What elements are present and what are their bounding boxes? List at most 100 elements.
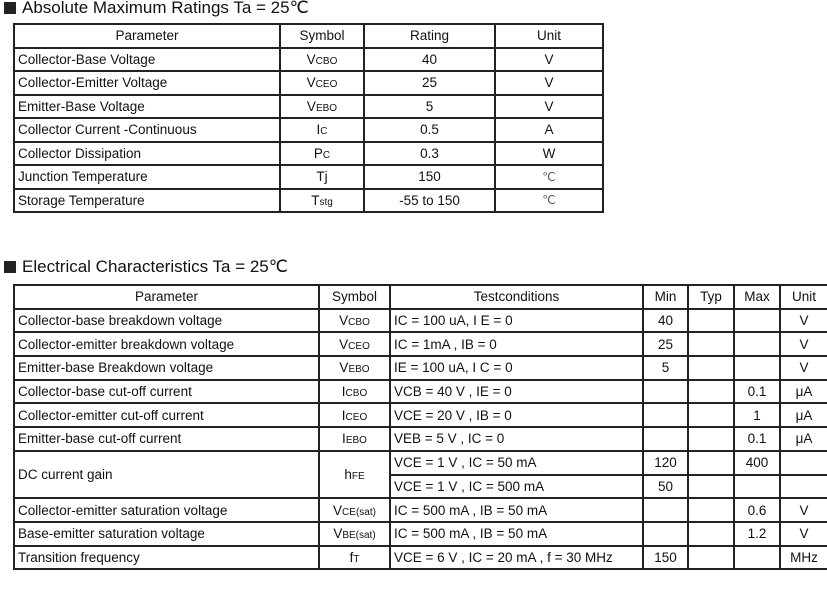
column-header: Parameter [13,284,320,310]
max-cell [733,355,781,381]
symbol-cell: VEBO [318,355,391,381]
typ-cell [687,473,735,500]
parameter-cell: Collector-emitter breakdown voltage [13,331,320,358]
min-cell: 50 [642,473,689,500]
unit-cell: V [494,46,604,72]
typ-cell [687,520,735,547]
symbol-main: V [306,98,316,114]
symbol-subscript: BE(sat) [342,530,376,542]
condition-cell: IE = 100 uA, I C = 0 [389,355,644,381]
symbol-subscript: FE [351,471,365,482]
unit-cell: μA [779,378,827,405]
symbol-cell: IC [279,117,365,143]
min-cell: 150 [642,544,689,571]
condition-cell: IC = 1mA , IB = 0 [389,331,644,358]
max-cell [733,544,781,571]
column-header: Rating [363,23,496,49]
table-row: Junction Temperature Tj 150 ℃ [13,164,604,190]
symbol-main: h [344,467,352,482]
table-row: Collector-emitter saturation voltage VCE(… [13,497,827,523]
header-row: Parameter Symbol Rating Unit [13,23,604,49]
min-cell [642,426,689,452]
symbol-cell: VCE(sat) [318,497,391,523]
parameter-cell: Collector Dissipation [13,140,281,166]
typ-cell [687,307,735,334]
header-row: Parameter Symbol Testconditions Min Typ Max Un… [13,284,827,310]
column-header: Symbol [279,23,365,49]
unit-cell: W [494,140,604,166]
table-row: Collector Dissipation PC 0.3 W [13,140,604,166]
elec-title: Electrical Characteristics Ta = 25℃ [22,257,288,276]
electrical-characteristics-table: Parameter Symbol Testconditions Min Typ Max Un… [13,284,827,571]
column-header: Parameter [13,23,281,49]
typ-cell [687,544,735,571]
symbol-main: V [306,51,316,67]
table-row: VCE = 1 V , IC = 500 mA 50 [14,473,827,500]
symbol-subscript: CBO [315,55,338,67]
max-cell: 0.1 [733,426,781,452]
symbol-main: I [316,122,321,138]
symbol-cell: ICBO [318,378,391,405]
column-header: Min [642,284,689,310]
max-cell [733,331,781,358]
symbol-cell: PC [279,140,365,166]
unit-cell: ℃ [494,164,604,190]
symbol-subscript: C [322,149,331,161]
typ-cell [687,497,735,523]
symbol-cell: ICEO [318,402,391,429]
symbol-main: f [349,549,354,565]
table-row: Transition frequency fT VCE = 6 V , IC = 2… [13,544,827,571]
abs-max-heading: Absolute Maximum Ratings Ta = 25℃ [4,0,309,18]
parameter-cell: Storage Temperature [13,187,281,213]
bullet-square-icon [4,261,16,273]
min-cell [642,378,689,405]
symbol-main: I [341,407,346,423]
unit-cell: V [779,331,827,358]
typ-cell [687,355,735,381]
unit-cell: V [779,497,827,523]
column-header: Max [733,284,781,310]
symbol-cell: Tj [279,164,365,190]
parameter-cell: Emitter-base Breakdown voltage [13,355,320,381]
rating-cell: 40 [363,46,496,72]
typ-cell [687,331,735,358]
unit-cell: V [494,93,604,119]
typ-cell [687,378,735,405]
symbol-main: V [339,360,349,376]
bullet-square-icon [4,2,16,14]
min-cell [642,497,689,523]
symbol-cell: hFE [318,449,391,500]
symbol-subscript: CEO [315,79,338,91]
symbol-cell: fT [318,544,391,571]
column-header: Unit [494,23,604,49]
unit-cell: A [494,117,604,143]
symbol-cell: VBE(sat) [318,520,391,547]
rating-cell: 0.5 [363,117,496,143]
rating-cell: -55 to 150 [363,187,496,213]
max-cell [733,307,781,334]
symbol-cell: Tstg [279,187,365,213]
parameter-cell: Collector Current -Continuous [13,117,281,143]
min-cell [642,520,689,547]
unit-cell: MHz [779,544,827,571]
symbol-main: V [339,336,349,352]
condition-cell: IC = 100 uA, I E = 0 [389,307,644,334]
parameter-cell: DC current gain [13,449,320,500]
condition-cell: VCE = 20 V , IB = 0 [389,402,644,429]
symbol-subscript: stg [319,196,333,208]
unit-cell: μA [779,402,827,429]
symbol-subscript: CE(sat) [342,506,376,518]
parameter-cell: Emitter-base cut-off current [13,426,320,452]
condition-cell: VEB = 5 V , IC = 0 [389,426,644,452]
min-cell: 40 [642,307,689,334]
table-row: Collector-emitter breakdown voltage VCEO I… [13,331,827,358]
parameter-cell: Collector-emitter cut-off current [13,402,320,429]
max-cell: 0.1 [733,378,781,405]
unit-cell: V [494,70,604,96]
symbol-subscript: T [353,553,360,565]
symbol-cell: VCBO [318,307,391,334]
symbol-subscript: CBO [348,317,370,329]
unit-cell: μA [779,426,827,452]
max-cell: 1.2 [733,520,781,547]
symbol-main: P [313,145,323,161]
